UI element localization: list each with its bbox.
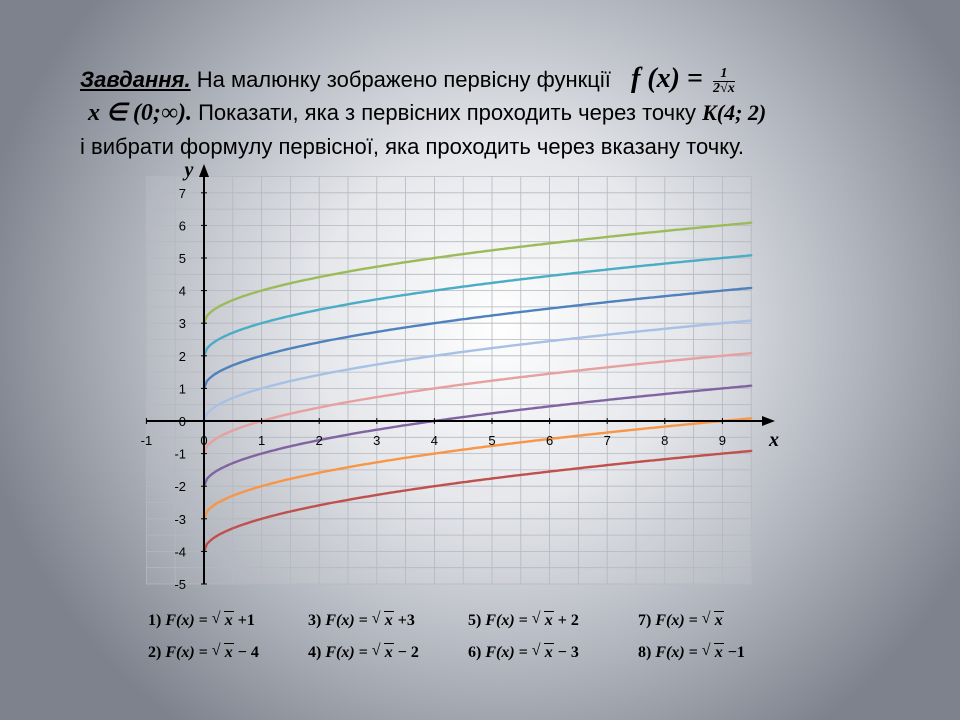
chart-curves (202, 221, 753, 553)
task-line-2: x ∈ (0;∞). Показати, яка з первісних про… (88, 96, 766, 130)
y-tick-label: 4 (179, 284, 186, 299)
task-line-1: Завдання. На малюнку зображено первісну … (80, 62, 735, 96)
task-line3-text: і вибрати формулу первісної, яка проходи… (80, 134, 744, 159)
y-tick-label: 7 (179, 186, 186, 201)
x-tick-label: -1 (141, 433, 153, 448)
y-tick-label: -1 (174, 447, 186, 462)
x-axis-label: x (768, 429, 779, 451)
task-label: Завдання. (80, 67, 191, 92)
chart-tick-labels: -1 1 2 3 4 5 6 7 8 9 -5 -4 -3 -2 -1 0 1 2 3 4 5 6 7 0 x y (141, 159, 779, 592)
curve-series-4 (202, 319, 753, 423)
answer-option-6: 6) F(x) = x − 3 (468, 642, 579, 662)
y-axis-arrow (199, 164, 209, 177)
chart-axes (145, 164, 775, 585)
curve-series-1 (202, 221, 753, 325)
plot-area (146, 176, 752, 584)
y-axis-label: y (183, 159, 194, 181)
x-tick-label: 3 (373, 433, 380, 448)
x-tick-label: 0 (200, 433, 207, 448)
curve-series-8 (202, 449, 753, 553)
y-tick-label: 0 (179, 414, 186, 429)
answer-options: 1) F(x) = x +1 3) F(x) = x +3 5) F(x) = … (148, 610, 828, 672)
curve-series-3 (202, 286, 753, 390)
y-tick-label: 1 (179, 381, 186, 396)
y-tick-label: -3 (174, 512, 186, 527)
task-line1-text: На малюнку зображено первісну функції (190, 67, 611, 92)
point-k: K(4; 2) (702, 100, 767, 125)
x-axis-arrow (762, 416, 775, 426)
x-tick-label: 9 (719, 433, 726, 448)
y-tick-label: -4 (174, 544, 186, 559)
task-line-3: і вибрати формулу первісної, яка проходи… (80, 130, 744, 163)
curve-series-2 (202, 254, 753, 357)
y-tick-label: 6 (179, 218, 186, 233)
x-tick-label: 4 (431, 433, 438, 448)
chart-grid (145, 176, 752, 585)
curve-series-6 (202, 384, 753, 488)
curve-series-7 (202, 417, 753, 520)
answer-option-5: 5) F(x) = x + 2 (468, 610, 579, 630)
y-tick-label: 5 (179, 251, 186, 266)
fraction-numerator: 1 (713, 66, 735, 82)
answer-option-7: 7) F(x) = x (638, 610, 724, 630)
function-fraction: 1 2√x (713, 66, 735, 96)
answer-option-1: 1) F(x) = x +1 (148, 610, 255, 630)
x-tick-label: 7 (604, 433, 611, 448)
y-tick-label: -5 (174, 577, 186, 592)
y-tick-label: 3 (179, 316, 186, 331)
function-domain: x ∈ (0;∞). (88, 100, 192, 126)
task-line2-text: Показати, яка з первісних проходить чере… (192, 100, 703, 125)
answer-option-2: 2) F(x) = x − 4 (148, 642, 259, 662)
x-tick-label: 5 (488, 433, 495, 448)
x-tick-label: 1 (258, 433, 265, 448)
x-tick-label: 6 (546, 433, 553, 448)
answer-option-8: 8) F(x) = x −1 (638, 642, 745, 662)
x-tick-label: 8 (661, 433, 668, 448)
y-tick-label: 2 (179, 349, 186, 364)
x-tick-label: 2 (316, 433, 323, 448)
y-tick-label: -2 (174, 479, 186, 494)
fraction-denominator: 2√x (713, 80, 735, 96)
answer-option-4: 4) F(x) = x − 2 (308, 642, 419, 662)
curve-series-5 (202, 351, 753, 455)
answer-option-3: 3) F(x) = x +3 (308, 610, 415, 630)
function-lhs: f (x) = (630, 63, 703, 94)
